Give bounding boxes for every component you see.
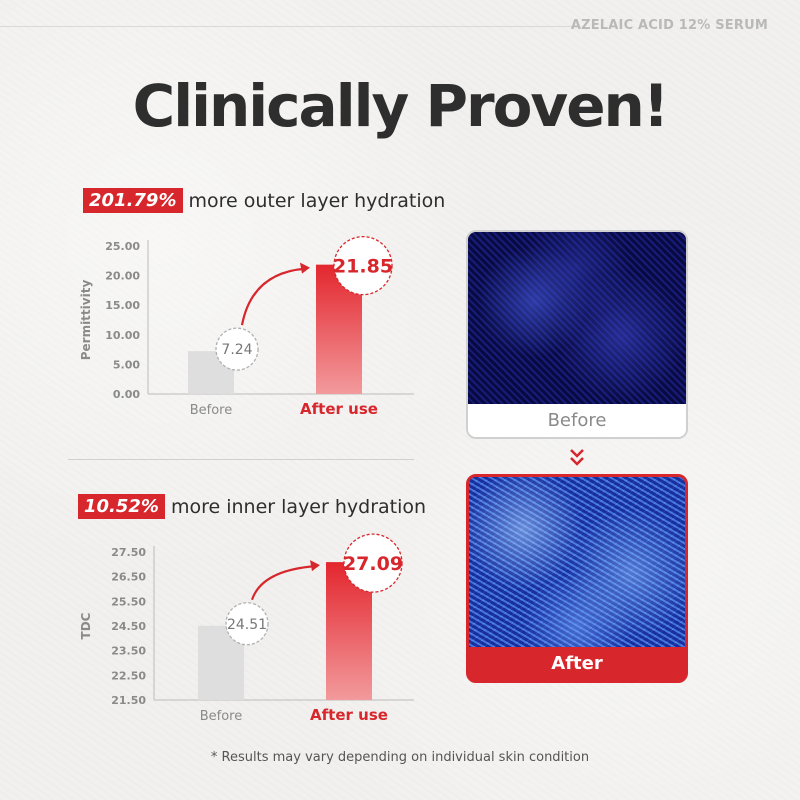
after-photo-label: After [469,647,685,680]
value-circle [215,327,259,371]
after-skin-image [469,477,685,651]
y-tick-label: 23.50 [111,645,146,658]
before-skin-image [468,232,686,406]
brand-label: AZELAIC ACID 12% SERUM [570,18,768,33]
value-circle [343,533,403,593]
y-tick-label: 25.50 [111,595,146,608]
y-tick-label: 20.00 [105,270,140,283]
y-axis-label: TDC [79,612,93,639]
page-title: Clinically Proven! [132,72,670,140]
outer-hydration-stat: 201.79% more outer layer hydration [83,188,445,213]
value-label: 7.24 [221,342,252,358]
arrow-head-icon [310,560,320,572]
trend-arrow [250,565,317,601]
stat-percent-badge: 201.79% [83,188,183,213]
value-label: 24.51 [227,617,267,633]
value-circle [225,602,269,646]
stat-text: more inner layer hydration [170,495,427,518]
arrow-head-icon [300,262,310,274]
disclaimer-footnote: * Results may vary depending on individu… [210,750,590,765]
y-tick-label: 27.50 [111,546,146,559]
y-tick-label: 0.00 [113,388,140,401]
value-label: 21.85 [333,256,393,278]
stat-text: more outer layer hydration [188,189,446,212]
y-tick-label: 26.50 [111,571,146,584]
before-photo-label: Before [468,404,686,437]
y-tick-label: 15.00 [105,299,140,312]
y-tick-label: 5.00 [113,358,140,371]
y-tick-label: 25.00 [105,240,140,253]
trend-arrow [240,267,307,326]
y-tick-label: 22.50 [111,669,146,682]
inner-hydration-stat: 10.52% more inner layer hydration [78,494,426,519]
x-category-label: After use [300,400,378,418]
x-category-label: Before [200,709,243,724]
after-skin-photo: After [466,474,688,683]
y-axis-label: Permittivity [79,280,93,361]
value-label: 27.09 [343,553,403,575]
y-tick-label: 10.00 [105,329,140,342]
value-circle [333,235,393,296]
double-chevron-down-icon [570,449,584,466]
x-category-label: After use [310,706,388,724]
header-rule [0,26,575,27]
y-tick-label: 24.50 [111,620,146,633]
y-tick-label: 21.50 [111,694,146,707]
section-divider [68,459,414,460]
stat-percent-badge: 10.52% [78,494,165,519]
before-skin-photo: Before [466,230,688,439]
tdc-chart: 27.50 26.50 25.50 24.50 23.50 22.50 21.50 TDC Be… [79,533,414,724]
permittivity-chart: 25.00 20.00 15.00 10.00 5.00 0.00 Permittivity… [79,235,414,418]
x-category-label: Before [190,403,233,418]
